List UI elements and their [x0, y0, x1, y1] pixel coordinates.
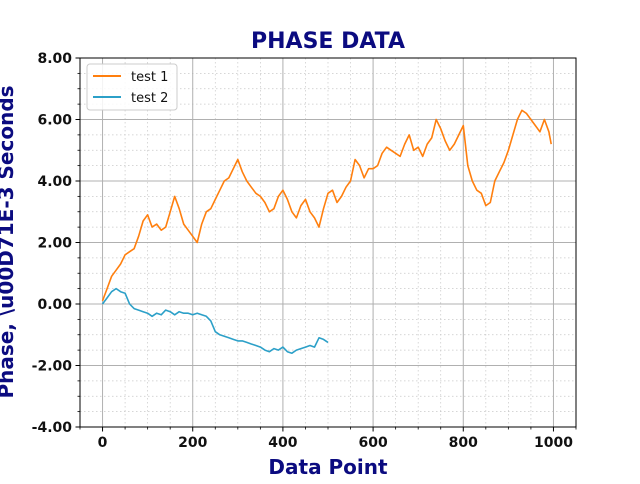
y-tick-label: 0.00	[37, 297, 72, 313]
chart-title: PHASE DATA	[251, 29, 405, 54]
legend-label-test-1: test 1	[131, 70, 168, 85]
y-tick-label: -4.00	[32, 420, 73, 436]
y-axis-label: Phase, \u00D71E-3 Seconds	[0, 85, 18, 398]
x-tick-label: 200	[178, 435, 207, 451]
series-layer	[101, 109, 552, 355]
x-tick-label: 1000	[534, 435, 573, 451]
x-tick-label: 800	[449, 435, 478, 451]
y-tick-label: 4.00	[37, 174, 72, 190]
x-tick-label: 600	[358, 435, 387, 451]
y-tick-label: 8.00	[37, 51, 72, 67]
grid-layer	[79, 57, 577, 428]
tick-layer: 0 200 400 600 800 1000 -4.00 -2.00 0.00 2.00 4.00 6…	[32, 51, 577, 451]
y-tick-label: 6.00	[37, 113, 72, 129]
series-line-test-2	[101, 287, 329, 355]
legend: test 1 test 2	[86, 63, 178, 111]
y-tick-label: -2.00	[32, 359, 73, 375]
x-axis-label: Data Point	[268, 455, 388, 479]
series-line-test-1	[101, 109, 552, 302]
x-tick-label: 400	[268, 435, 297, 451]
legend-label-test-2: test 2	[131, 91, 168, 106]
y-tick-label: 2.00	[37, 236, 72, 252]
x-tick-label: 0	[98, 435, 108, 451]
